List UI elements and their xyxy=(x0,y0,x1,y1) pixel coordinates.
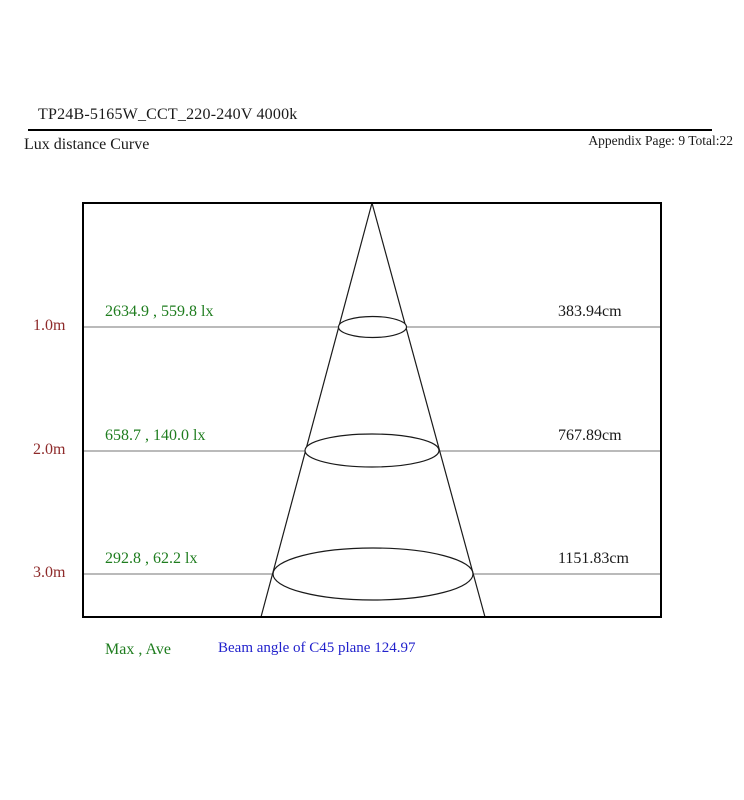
section-title: Lux distance Curve xyxy=(24,136,150,153)
distance-axis-label: 2.0m xyxy=(33,441,66,458)
diagram-frame xyxy=(82,202,662,618)
beam-spot-ellipse-2m xyxy=(304,433,440,468)
lux-value-label: 2634.9 , 559.8 lx xyxy=(105,303,214,320)
lux-value-label: 292.8 , 62.2 lx xyxy=(105,550,198,567)
distance-axis-label: 1.0m xyxy=(33,317,66,334)
beam-spot-ellipse-3m xyxy=(272,547,474,601)
distance-axis-label: 3.0m xyxy=(33,564,66,581)
document-title: TP24B-5165W_CCT_220-240V 4000k xyxy=(38,106,298,123)
legend-max-ave: Max , Ave xyxy=(105,641,171,658)
beam-cone-right-edge xyxy=(371,202,486,618)
beam-cone-left-edge xyxy=(260,202,373,618)
appendix-page-indicator: Appendix Page: 9 Total:22 xyxy=(588,133,733,148)
beam-angle-note: Beam angle of C45 plane 124.97 xyxy=(218,640,416,656)
lux-value-label: 658.7 , 140.0 lx xyxy=(105,427,206,444)
beam-spot-ellipse-1m xyxy=(337,315,408,339)
spot-diameter-label: 1151.83cm xyxy=(558,550,629,567)
spot-diameter-label: 383.94cm xyxy=(558,303,622,320)
title-underline xyxy=(28,129,712,131)
spot-diameter-label: 767.89cm xyxy=(558,427,622,444)
